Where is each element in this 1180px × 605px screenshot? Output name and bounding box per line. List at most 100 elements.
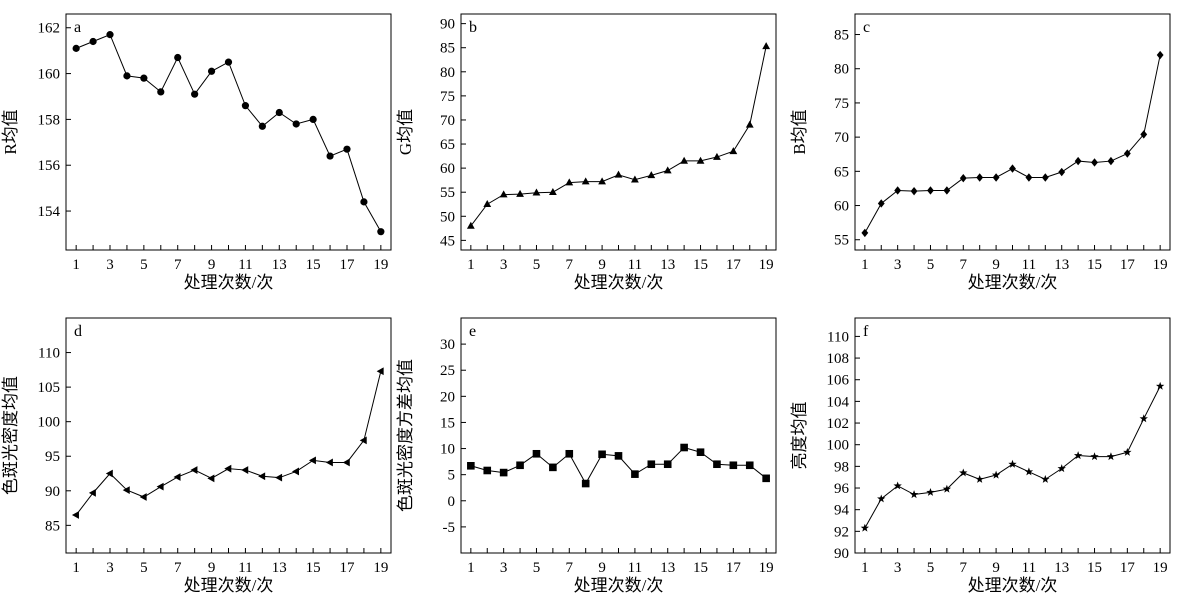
data-point [598, 450, 606, 459]
x-tick-label: 5 [927, 560, 935, 576]
y-tick-label: 10 [440, 442, 455, 458]
y-tick-label: 90 [45, 484, 60, 500]
x-tick-label: 3 [500, 560, 508, 576]
data-point [173, 473, 181, 481]
x-tick-label: 9 [208, 560, 216, 576]
data-point [1074, 156, 1082, 166]
data-point [991, 470, 1001, 479]
x-tick-label: 9 [992, 560, 1000, 576]
y-tick-label: 85 [440, 41, 455, 57]
x-axis-label: 处理次数/次 [184, 273, 274, 292]
y-tick-label: 154 [38, 204, 61, 220]
data-point [959, 468, 968, 477]
y-tick-label: 94 [834, 503, 850, 519]
data-point [499, 468, 508, 477]
data-point [292, 467, 300, 476]
data-point [745, 461, 754, 470]
y-tick-label: 108 [827, 351, 850, 367]
y-tick-label: 100 [827, 438, 850, 454]
y-tick-label: 70 [834, 130, 849, 146]
y-tick-label: 75 [440, 89, 455, 105]
data-point [71, 511, 79, 519]
data-point [241, 466, 249, 474]
data-point [224, 464, 232, 473]
data-point [325, 458, 333, 467]
data-point [309, 115, 317, 123]
panel-letter: b [469, 19, 477, 36]
x-tick-label: 7 [566, 257, 574, 273]
data-point [105, 469, 113, 478]
y-tick-label: 20 [440, 389, 455, 405]
data-point [975, 474, 984, 483]
data-point [729, 461, 738, 470]
data-point [532, 449, 541, 458]
y-tick-label: 96 [834, 481, 850, 497]
data-point [549, 463, 557, 472]
y-tick-label: 106 [827, 373, 850, 389]
y-tick-label: 65 [440, 137, 455, 153]
x-tick-label: 15 [306, 560, 321, 576]
data-point [713, 152, 721, 160]
data-point [894, 186, 902, 195]
y-tick-label: 30 [440, 337, 455, 353]
y-tick-label: 55 [834, 233, 849, 249]
y-tick-label: 85 [45, 518, 60, 534]
y-tick-label: 104 [827, 394, 850, 410]
x-tick-label: 17 [1120, 560, 1136, 576]
x-axis-label: 处理次数/次 [574, 576, 664, 595]
data-point [1156, 50, 1164, 60]
y-axis-label: R均值 [1, 109, 20, 154]
data-point [122, 486, 130, 495]
y-tick-label: 110 [38, 346, 60, 362]
y-tick-label: 15 [440, 415, 455, 431]
data-point [343, 145, 351, 153]
data-point [1123, 149, 1131, 158]
x-axis-label: 处理次数/次 [968, 576, 1058, 595]
x-tick-label: 15 [306, 257, 321, 273]
data-point [1009, 164, 1016, 173]
x-tick-label: 7 [960, 560, 968, 576]
series-line [864, 386, 1161, 529]
x-tick-label: 19 [759, 560, 774, 576]
data-point [581, 479, 590, 488]
data-point [696, 156, 705, 164]
panel-letter: f [863, 323, 869, 340]
data-point [89, 37, 97, 46]
x-tick-label: 3 [500, 257, 508, 273]
plot-frame [854, 13, 1171, 251]
x-tick-label: 3 [106, 560, 114, 576]
x-tick-label: 9 [598, 560, 606, 576]
data-point [483, 466, 492, 475]
data-point [910, 186, 918, 196]
data-point [762, 42, 771, 50]
data-point [729, 147, 738, 155]
x-tick-label: 17 [339, 257, 355, 273]
x-tick-label: 9 [208, 257, 216, 273]
plot-frame [854, 317, 1171, 554]
data-point [680, 156, 689, 164]
x-tick-label: 19 [1153, 257, 1168, 273]
data-point [292, 120, 300, 128]
data-point [1140, 130, 1148, 139]
data-point [745, 120, 754, 128]
data-point [631, 175, 639, 183]
data-point [308, 456, 316, 465]
data-point [1025, 173, 1033, 182]
data-point [976, 173, 984, 182]
y-tick-label: 80 [440, 65, 455, 81]
data-point [1073, 451, 1083, 460]
data-point [647, 460, 656, 469]
x-tick-label: 15 [1087, 257, 1102, 273]
data-point [581, 177, 590, 185]
y-tick-label: 98 [834, 459, 849, 475]
x-tick-label: 1 [861, 257, 869, 273]
data-point [548, 188, 557, 196]
data-point [140, 74, 148, 82]
y-tick-label: 162 [38, 21, 61, 37]
panel-letter: e [469, 323, 476, 340]
data-point [861, 228, 869, 238]
